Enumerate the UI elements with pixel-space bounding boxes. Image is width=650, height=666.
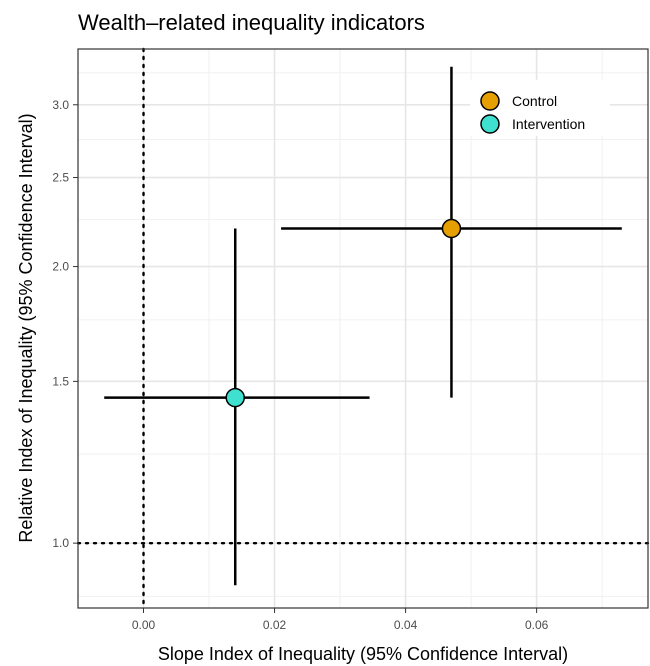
legend-label-control: Control — [512, 93, 557, 109]
legend-key-control — [480, 91, 500, 111]
x-axis-title: Slope Index of Inequality (95% Confidenc… — [158, 644, 568, 664]
legend-label-intervention: Intervention — [512, 116, 585, 132]
legend: Control Intervention — [470, 80, 610, 136]
legend-key-intervention — [480, 114, 500, 134]
chart-title: Wealth–related inequality indicators — [78, 10, 425, 35]
reference-lines — [76, 47, 650, 610]
y-tick-label: 2.5 — [52, 171, 69, 185]
x-tick-label: 0.04 — [394, 618, 418, 632]
x-axis: 0.00 0.02 0.04 0.06 — [132, 608, 549, 632]
x-tick-label: 0.00 — [132, 618, 156, 632]
plot-border — [77, 48, 649, 609]
y-axis-title: Relative Index of Inequality (95% Confid… — [16, 113, 36, 542]
y-axis: 1.0 1.5 2.0 2.5 3.0 — [52, 98, 78, 550]
plot-background — [78, 49, 648, 608]
x-tick-label: 0.06 — [525, 618, 549, 632]
x-tick-label: 0.02 — [263, 618, 287, 632]
y-tick-label: 1.5 — [52, 374, 69, 388]
y-tick-label: 3.0 — [52, 98, 69, 112]
point-intervention — [225, 387, 245, 408]
point-control — [441, 218, 462, 239]
y-tick-label: 1.0 — [52, 536, 69, 550]
data-points — [225, 218, 462, 408]
plot-area — [76, 47, 650, 610]
y-tick-label: 2.0 — [52, 260, 69, 274]
